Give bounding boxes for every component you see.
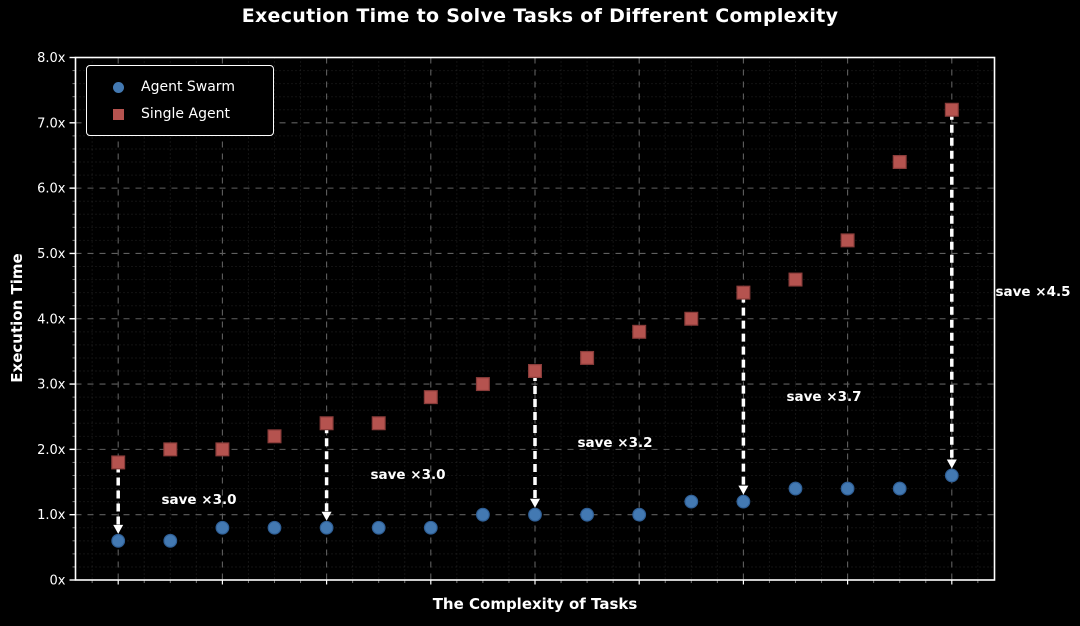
- data-point-single-agent: [736, 285, 751, 300]
- data-point-agent-swarm: [892, 481, 907, 496]
- data-point-agent-swarm: [111, 533, 126, 548]
- savings-annotation: save ×4.5: [995, 284, 1070, 300]
- savings-annotation: save ×3.0: [161, 492, 236, 508]
- data-point-single-agent: [319, 416, 334, 431]
- data-point-agent-swarm: [319, 520, 334, 535]
- y-tick-label: 2.0x: [37, 443, 66, 458]
- data-point-single-agent: [371, 416, 386, 431]
- circle-marker-icon: [113, 81, 124, 93]
- y-tick-label: 3.0x: [37, 378, 66, 393]
- data-point-single-agent: [111, 455, 126, 470]
- y-axis-label: Execution Time: [8, 253, 26, 383]
- plot-border: [74, 56, 996, 581]
- legend-label-agent-swarm: Agent Swarm: [141, 79, 235, 95]
- data-point-single-agent: [944, 102, 959, 117]
- data-point-agent-swarm: [163, 533, 178, 548]
- y-tick-label: 0x: [50, 574, 66, 589]
- savings-arrow-head: [946, 459, 957, 469]
- data-point-single-agent: [684, 311, 699, 326]
- legend: Agent Swarm Single Agent: [86, 65, 274, 136]
- data-point-agent-swarm: [840, 481, 855, 496]
- savings-annotation: save ×3.2: [577, 435, 652, 451]
- data-point-single-agent: [580, 350, 595, 365]
- savings-annotation: save ×3.0: [370, 467, 445, 483]
- y-tick-label: 7.0x: [37, 116, 66, 131]
- savings-arrow-head: [113, 524, 124, 534]
- chart-title: Execution Time to Solve Tasks of Differe…: [241, 5, 839, 27]
- data-point-single-agent: [475, 377, 490, 392]
- data-point-agent-swarm: [423, 520, 438, 535]
- y-tick-label: 6.0x: [37, 182, 66, 197]
- y-tick-label: 8.0x: [37, 51, 66, 66]
- data-point-agent-swarm: [736, 494, 751, 509]
- savings-arrow-head: [321, 511, 332, 521]
- y-tick-label: 1.0x: [37, 508, 66, 523]
- y-tick-label: 5.0x: [37, 247, 66, 262]
- data-point-agent-swarm: [580, 507, 594, 522]
- square-marker-icon: [113, 108, 124, 120]
- data-point-agent-swarm: [528, 507, 542, 522]
- data-point-single-agent: [527, 364, 542, 379]
- data-point-agent-swarm: [684, 494, 699, 509]
- data-point-agent-swarm: [476, 507, 490, 522]
- data-point-agent-swarm: [371, 520, 386, 535]
- x-axis-label: The Complexity of Tasks: [432, 595, 638, 613]
- data-point-single-agent: [163, 442, 178, 457]
- legend-item-single-agent: Single Agent: [87, 104, 273, 124]
- data-point-single-agent: [423, 390, 438, 405]
- data-point-single-agent: [840, 233, 855, 248]
- data-point-single-agent: [788, 272, 803, 287]
- savings-arrow-head: [738, 485, 749, 495]
- data-point-agent-swarm: [632, 507, 647, 522]
- legend-label-single-agent: Single Agent: [141, 106, 230, 122]
- savings-arrow-head: [530, 498, 540, 508]
- data-point-single-agent: [892, 155, 907, 170]
- data-point-agent-swarm: [944, 468, 959, 483]
- y-tick-label: 4.0x: [37, 312, 66, 327]
- data-point-single-agent: [215, 442, 230, 457]
- data-point-agent-swarm: [215, 520, 230, 535]
- data-point-agent-swarm: [788, 481, 803, 496]
- data-point-agent-swarm: [267, 520, 282, 535]
- legend-item-agent-swarm: Agent Swarm: [87, 77, 273, 97]
- data-point-single-agent: [632, 324, 647, 339]
- data-point-single-agent: [267, 429, 282, 444]
- savings-annotation: save ×3.7: [786, 389, 861, 405]
